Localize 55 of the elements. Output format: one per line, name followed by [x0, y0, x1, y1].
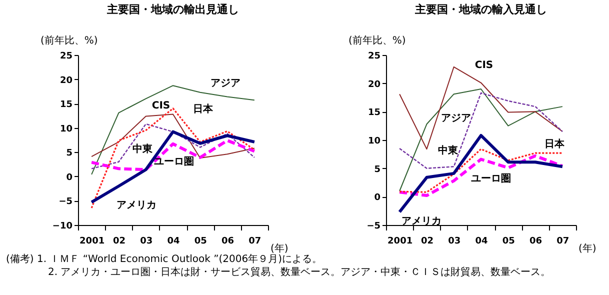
- x-tick-label: 02: [420, 236, 434, 246]
- series-label: 中東: [132, 142, 154, 155]
- series-label: ユーロ圏: [471, 172, 511, 184]
- text: (備考) 1. ＩＭＦ “World Economic Outlook ”(2006年９月)による。: [6, 253, 324, 266]
- y-tick-label: 20: [60, 76, 72, 86]
- x-tick-label: 03: [448, 236, 461, 246]
- series-label: 日本: [544, 138, 566, 150]
- y-tick-label: 15: [368, 108, 380, 118]
- line-series: [399, 88, 563, 192]
- series-label: アメリカ: [116, 200, 157, 212]
- y-tick-label: −10: [52, 222, 72, 232]
- y-tick-label: 25: [368, 52, 380, 62]
- line-series: [90, 138, 256, 172]
- x-axis-title: (年): [578, 242, 596, 254]
- y-tick-label: 20: [368, 80, 380, 90]
- x-tick-label: 2001: [80, 236, 105, 246]
- series-label: 中東: [438, 144, 459, 157]
- line-series: [398, 92, 564, 169]
- y-tick-label: 10: [368, 136, 380, 146]
- text: 2. アメリカ・ユーロ圏・日本は財・サービス貿易、数量ベース。アジア・中東・ＣＩＳは財貿易、数量ベース。: [47, 266, 552, 279]
- series-label: ユーロ圏: [154, 155, 194, 168]
- series-label: 日本: [193, 102, 214, 115]
- x-tick-label: 2001: [388, 236, 413, 246]
- series-label: アメリカ: [402, 216, 442, 227]
- y-axis-title: (前年比、%): [348, 34, 406, 46]
- y-tick-label: 15: [60, 100, 72, 110]
- y-tick-label: −5: [58, 197, 72, 208]
- series-label: CIS: [152, 100, 170, 112]
- x-tick-label: 07: [248, 236, 262, 246]
- y-tick-label: 0: [66, 172, 72, 183]
- x-tick-label: 03: [140, 236, 153, 246]
- y-tick-label: 25: [60, 52, 72, 62]
- y-tick-label: 5: [66, 148, 72, 159]
- x-tick-label: 02: [112, 236, 126, 246]
- x-axis-title: (年): [270, 242, 288, 254]
- x-tick-label: 06: [222, 236, 234, 246]
- series-label: アジア: [440, 113, 471, 124]
- x-tick-label: 06: [530, 236, 542, 246]
- y-tick-label: 10: [60, 124, 72, 134]
- x-tick-label: 04: [167, 236, 180, 246]
- series-label: アジア: [210, 78, 240, 89]
- y-tick-label: 5: [374, 164, 380, 175]
- line-series: [398, 154, 564, 198]
- line-series: [398, 134, 564, 214]
- chart-title: 主要国・地域の輸出見通し: [106, 3, 239, 16]
- x-tick-label: 07: [556, 236, 570, 246]
- line-series: [90, 123, 256, 170]
- x-tick-label: 05: [502, 236, 515, 246]
- x-tick-label: 04: [475, 236, 488, 246]
- x-tick-label: 05: [194, 236, 207, 246]
- series-label: CIS: [474, 60, 494, 71]
- chart-title: 主要国・地域の輸入見通し: [414, 3, 547, 16]
- y-tick-label: −5: [366, 222, 380, 232]
- y-axis-title: (前年比、%): [40, 34, 98, 46]
- y-tick-label: 0: [374, 193, 380, 204]
